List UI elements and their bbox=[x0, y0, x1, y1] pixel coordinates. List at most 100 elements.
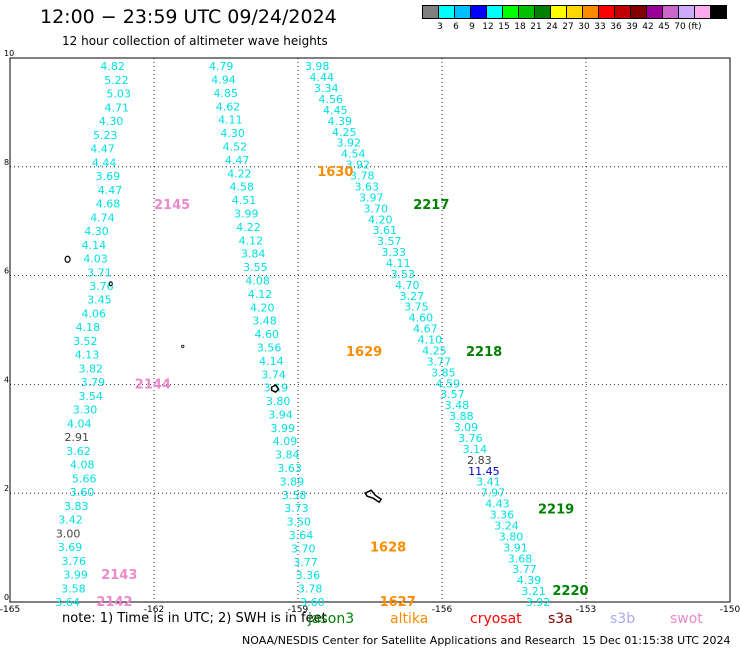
wave-height-label: 4.22 bbox=[227, 167, 252, 180]
wave-height-label: 3.09 bbox=[454, 421, 479, 434]
wave-height-label: 3.62 bbox=[66, 445, 91, 458]
color-scale-label: 33 bbox=[594, 22, 606, 32]
wave-height-label: 4.70 bbox=[395, 279, 420, 292]
wave-height-label: 4.52 bbox=[223, 141, 248, 154]
color-scale-label: 9 bbox=[469, 22, 475, 32]
wave-height-label: 4.82 bbox=[100, 60, 125, 73]
wave-height-label: 3.77 bbox=[293, 556, 318, 569]
wave-height-label: 4.56 bbox=[318, 93, 343, 106]
y-tick-label: 4 bbox=[4, 375, 9, 384]
color-scale-label: 15 bbox=[498, 22, 510, 32]
wave-height-label: 3.70 bbox=[291, 542, 316, 555]
wave-height-label: 4.58 bbox=[229, 181, 254, 194]
wave-height-label: 3.99 bbox=[234, 208, 259, 221]
wave-height-label: 4.67 bbox=[413, 323, 438, 336]
wave-height-label: 4.09 bbox=[273, 435, 298, 448]
wave-height-label: 3.57 bbox=[440, 388, 465, 401]
wave-height-label: 3.24 bbox=[494, 519, 519, 532]
wave-height-label: 3.57 bbox=[377, 235, 402, 248]
wave-height-label: 3.99 bbox=[271, 422, 296, 435]
chart-title: 12:00 − 23:59 UTC 09/24/2024 bbox=[40, 6, 337, 28]
wave-height-label: 4.14 bbox=[259, 355, 284, 368]
wave-height-label: 4.60 bbox=[255, 328, 280, 341]
wave-height-label: 4.44 bbox=[92, 156, 117, 169]
y-tick-label: 2 bbox=[4, 484, 9, 493]
island-outline bbox=[64, 255, 71, 263]
satellite-legend-jason3: jason3 bbox=[308, 611, 355, 627]
wave-height-label: 3.36 bbox=[490, 509, 515, 522]
wave-height-label: 3.97 bbox=[359, 191, 384, 204]
wave-height-label: 4.43 bbox=[485, 498, 510, 511]
wave-height-label: 4.47 bbox=[90, 143, 115, 156]
pass-number-label: 2142 bbox=[96, 595, 132, 610]
x-tick-label: -165 bbox=[0, 605, 20, 615]
color-scale-label: 39 bbox=[626, 22, 638, 32]
wave-height-label: 3.69 bbox=[96, 170, 121, 183]
wave-height-label: 4.39 bbox=[327, 115, 352, 128]
wave-height-label: 4.08 bbox=[245, 274, 270, 287]
wave-height-label: 4.20 bbox=[250, 301, 275, 314]
y-tick-label: 8 bbox=[4, 158, 9, 167]
wave-height-label: 4.03 bbox=[83, 253, 108, 266]
wave-height-label: 4.22 bbox=[236, 221, 261, 234]
wave-height-label: 3.98 bbox=[305, 60, 330, 73]
wave-height-label: 3.94 bbox=[268, 408, 293, 421]
pass-number-label: 2144 bbox=[135, 377, 171, 392]
island-outline bbox=[108, 281, 113, 287]
pass-number-label: 2218 bbox=[466, 345, 502, 360]
wave-height-label: 3.76 bbox=[89, 280, 114, 293]
wave-height-label: 3.92 bbox=[346, 159, 371, 172]
pass-number-label: 1630 bbox=[317, 165, 353, 180]
satellite-legend-swot: swot bbox=[670, 611, 703, 627]
wave-height-label: 3.78 bbox=[298, 583, 323, 596]
wave-height-label: 3.77 bbox=[427, 355, 452, 368]
wave-height-label: 3.70 bbox=[364, 202, 389, 215]
wave-height-label: 3.71 bbox=[87, 266, 112, 279]
wave-height-label: 3.14 bbox=[463, 443, 488, 456]
wave-height-label: 2.83 bbox=[467, 454, 492, 467]
x-tick-label: -156 bbox=[432, 605, 453, 615]
footer-timestamp: 15 Dec 01:15:38 UTC 2024 bbox=[582, 634, 731, 647]
color-scale-swatch bbox=[710, 5, 727, 19]
wave-height-label: 3.92 bbox=[526, 596, 551, 609]
wave-height-label: 4.08 bbox=[70, 459, 95, 472]
wave-height-label: 3.36 bbox=[296, 569, 321, 582]
wave-height-label: 3.80 bbox=[499, 530, 524, 543]
wave-height-label: 3.84 bbox=[241, 248, 266, 261]
x-tick-label: -159 bbox=[288, 605, 309, 615]
island-outline bbox=[364, 489, 383, 504]
wave-height-label: 4.12 bbox=[239, 234, 264, 247]
wave-height-label: 3.21 bbox=[521, 585, 546, 598]
wave-height-label: 7.97 bbox=[481, 487, 506, 500]
color-scale-label: 36 bbox=[610, 22, 622, 32]
wave-height-label: 4.54 bbox=[341, 148, 366, 161]
wave-height-label: 3.48 bbox=[252, 315, 277, 328]
wave-height-label: 3.48 bbox=[445, 399, 470, 412]
wave-height-label: 3.88 bbox=[449, 410, 474, 423]
wave-height-label: 4.06 bbox=[81, 307, 106, 320]
wave-height-label: 4.51 bbox=[232, 194, 257, 207]
wave-height-label: 3.63 bbox=[355, 180, 380, 193]
wave-height-label: 3.63 bbox=[277, 462, 302, 475]
wave-height-label: 4.18 bbox=[76, 321, 101, 334]
wave-height-label: 3.60 bbox=[300, 596, 325, 609]
wave-height-label: 4.45 bbox=[323, 104, 348, 117]
wave-height-label: 3.42 bbox=[58, 514, 83, 527]
wave-height-label: 3.76 bbox=[458, 432, 483, 445]
y-tick-label: 10 bbox=[4, 49, 14, 58]
wave-height-label: 4.11 bbox=[386, 257, 411, 270]
island-outline bbox=[270, 384, 280, 394]
color-scale-label: 3 bbox=[437, 22, 443, 32]
satellite-legend-cryosat: cryosat bbox=[470, 611, 522, 627]
wave-height-label: 5.22 bbox=[104, 74, 129, 87]
wave-height-label: 4.47 bbox=[98, 184, 123, 197]
wave-height-label: 3.73 bbox=[284, 502, 309, 515]
wave-height-label: 3.91 bbox=[503, 541, 528, 554]
satellite-legend-altika: altika bbox=[390, 611, 429, 627]
wave-height-label: 4.25 bbox=[332, 126, 357, 139]
pass-number-label: 2217 bbox=[413, 198, 449, 213]
wave-height-label: 3.50 bbox=[286, 516, 311, 529]
wave-height-label: 3.60 bbox=[70, 486, 95, 499]
color-scale-label: 30 bbox=[578, 22, 590, 32]
